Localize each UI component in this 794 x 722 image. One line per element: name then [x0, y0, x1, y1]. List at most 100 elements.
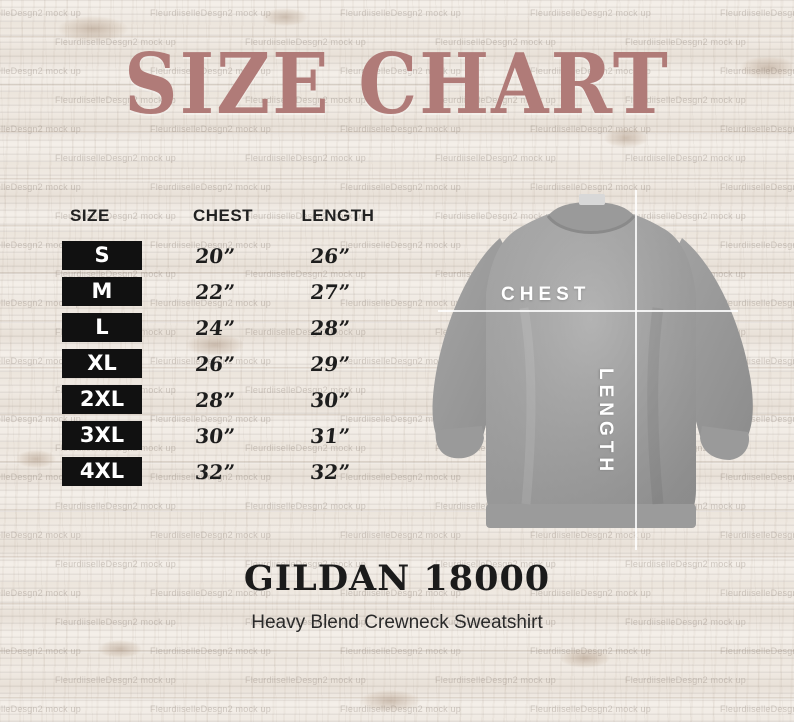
watermark-text: FleurdiiselleDesgn2 mock up: [435, 617, 556, 627]
crew-neck-collar: [548, 202, 634, 231]
chest-cell: 32”: [194, 459, 236, 484]
watermark-text: FleurdiiselleDesgn2 mock up: [720, 182, 794, 192]
collar-seam: [546, 215, 636, 234]
chest-cell: 20”: [194, 243, 236, 268]
watermark-text: FleurdiiselleDesgn2 mock up: [55, 37, 176, 47]
watermark-text: FleurdiiselleDesgn2 mock up: [245, 617, 366, 627]
wood-knot: [262, 8, 308, 26]
watermark-text: FleurdiiselleDesgn2 mock up: [55, 559, 176, 569]
watermark-text: FleurdiiselleDesgn2 mock up: [435, 211, 556, 221]
sweatshirt-mockup: CHEST LENGTH: [396, 168, 786, 558]
watermark-text: FleurdiiselleDesgn2 mock up: [340, 8, 461, 18]
watermark-text: FleurdiiselleDesgn2 mock up: [150, 8, 271, 18]
watermark-text: FleurdiiselleDesgn2 mock up: [0, 704, 81, 714]
length-measure-label: LENGTH: [595, 368, 616, 477]
wood-knot: [98, 640, 142, 658]
watermark-text: FleurdiiselleDesgn2 mock up: [530, 588, 651, 598]
watermark-text: FleurdiiselleDesgn2 mock up: [530, 66, 651, 76]
watermark-text: FleurdiiselleDesgn2 mock up: [0, 530, 81, 540]
table-row: 2XL 28” 30”: [62, 384, 422, 415]
watermark-text: FleurdiiselleDesgn2 mock up: [55, 675, 176, 685]
watermark-text: FleurdiiselleDesgn2 mock up: [0, 66, 81, 76]
watermark-text: FleurdiiselleDesgn2 mock up: [435, 559, 556, 569]
size-badge: 3XL: [62, 421, 142, 450]
watermark-text: FleurdiiselleDesgn2 mock up: [150, 646, 271, 656]
watermark-text: FleurdiiselleDesgn2 mock up: [530, 646, 651, 656]
brand-name: GILDAN 18000: [243, 558, 551, 599]
watermark-text: FleurdiiselleDesgn2 mock up: [720, 588, 794, 598]
table-row: M 22” 27”: [62, 276, 422, 307]
watermark-text: FleurdiiselleDesgn2 mock up: [340, 472, 461, 482]
watermark-text: FleurdiiselleDesgn2 mock up: [340, 66, 461, 76]
column-header-chest: CHEST: [192, 206, 254, 225]
plank-line: [0, 697, 794, 700]
watermark-text: FleurdiiselleDesgn2 mock up: [625, 95, 746, 105]
watermark-text: FleurdiiselleDesgn2 mock up: [245, 37, 366, 47]
right-cuff: [700, 426, 750, 460]
watermark-text: FleurdiiselleDesgn2 mock up: [55, 95, 176, 105]
watermark-text: FleurdiiselleDesgn2 mock up: [530, 704, 651, 714]
left-cuff: [435, 426, 484, 459]
watermark-text: FleurdiiselleDesgn2 mock up: [150, 588, 271, 598]
plank-line: [0, 414, 794, 417]
column-header-length: LENGTH: [301, 206, 375, 225]
length-cell: 26”: [309, 243, 351, 268]
watermark-text: FleurdiiselleDesgn2 mock up: [720, 298, 794, 308]
fold-left: [519, 307, 536, 505]
watermark-text: FleurdiiselleDesgn2 mock up: [245, 95, 366, 105]
wood-knot: [186, 334, 244, 356]
plank-line: [0, 320, 794, 323]
length-cell: 28”: [309, 315, 351, 340]
watermark-text: FleurdiiselleDesgn2 mock up: [435, 675, 556, 685]
watermark-text: FleurdiiselleDesgn2 mock up: [0, 298, 81, 308]
length-cell: 30”: [309, 387, 351, 412]
bottom-hem: [486, 504, 696, 528]
wood-knot: [360, 690, 420, 712]
watermark-text: FleurdiiselleDesgn2 mock up: [625, 617, 746, 627]
watermark-text: FleurdiiselleDesgn2 mock up: [720, 530, 794, 540]
plank-line: [0, 84, 794, 87]
wood-knot: [58, 16, 128, 42]
watermark-text: FleurdiiselleDesgn2 mock up: [340, 530, 461, 540]
watermark-text: FleurdiiselleDesgn2 mock up: [150, 704, 271, 714]
product-subtitle: Heavy Blend Crewneck Sweatshirt: [251, 612, 543, 633]
watermark-text: FleurdiiselleDesgn2 mock up: [720, 646, 794, 656]
watermark-text: FleurdiiselleDesgn2 mock up: [55, 617, 176, 627]
wood-knot: [740, 56, 794, 80]
chest-cell: 30”: [194, 423, 236, 448]
wood-knot: [560, 648, 610, 668]
watermark-text: FleurdiiselleDesgn2 mock up: [245, 443, 366, 453]
watermark-text: FleurdiiselleDesgn2 mock up: [55, 501, 176, 511]
watermark-text: FleurdiiselleDesgn2 mock up: [0, 414, 81, 424]
watermark-text: FleurdiiselleDesgn2 mock up: [340, 356, 461, 366]
watermark-text: FleurdiiselleDesgn2 mock up: [625, 559, 746, 569]
length-measure-line: [635, 190, 637, 550]
length-cell: 27”: [309, 279, 351, 304]
watermark-text: FleurdiiselleDesgn2 mock up: [340, 414, 461, 424]
watermark-text: FleurdiiselleDesgn2 mock up: [245, 327, 366, 337]
size-badge: 2XL: [62, 385, 142, 414]
watermark-text: FleurdiiselleDesgn2 mock up: [435, 153, 556, 163]
watermark-text: FleurdiiselleDesgn2 mock up: [0, 472, 81, 482]
watermark-text: FleurdiiselleDesgn2 mock up: [720, 8, 794, 18]
watermark-text: FleurdiiselleDesgn2 mock up: [245, 675, 366, 685]
watermark-text: FleurdiiselleDesgn2 mock up: [720, 356, 794, 366]
table-row: 3XL 30” 31”: [62, 420, 422, 451]
watermark-text: FleurdiiselleDesgn2 mock up: [0, 588, 81, 598]
watermark-text: FleurdiiselleDesgn2 mock up: [720, 704, 794, 714]
chest-measure-label: CHEST: [501, 284, 591, 305]
watermark-text: FleurdiiselleDesgn2 mock up: [340, 124, 461, 134]
watermark-text: FleurdiiselleDesgn2 mock up: [0, 646, 81, 656]
chest-cell: 26”: [194, 351, 236, 376]
length-cell: 29”: [309, 351, 351, 376]
size-cell: XL: [62, 349, 160, 378]
watermark-text: FleurdiiselleDesgn2 mock up: [720, 240, 794, 250]
plank-line: [0, 272, 794, 275]
size-badge: M: [62, 277, 142, 306]
chest-cell: 28”: [194, 387, 236, 412]
watermark-text: FleurdiiselleDesgn2 mock up: [625, 37, 746, 47]
chest-cell: 22”: [194, 279, 236, 304]
column-header-size: SIZE: [70, 206, 110, 225]
watermark-text: FleurdiiselleDesgn2 mock up: [340, 646, 461, 656]
watermark-text: FleurdiiselleDesgn2 mock up: [55, 269, 176, 279]
